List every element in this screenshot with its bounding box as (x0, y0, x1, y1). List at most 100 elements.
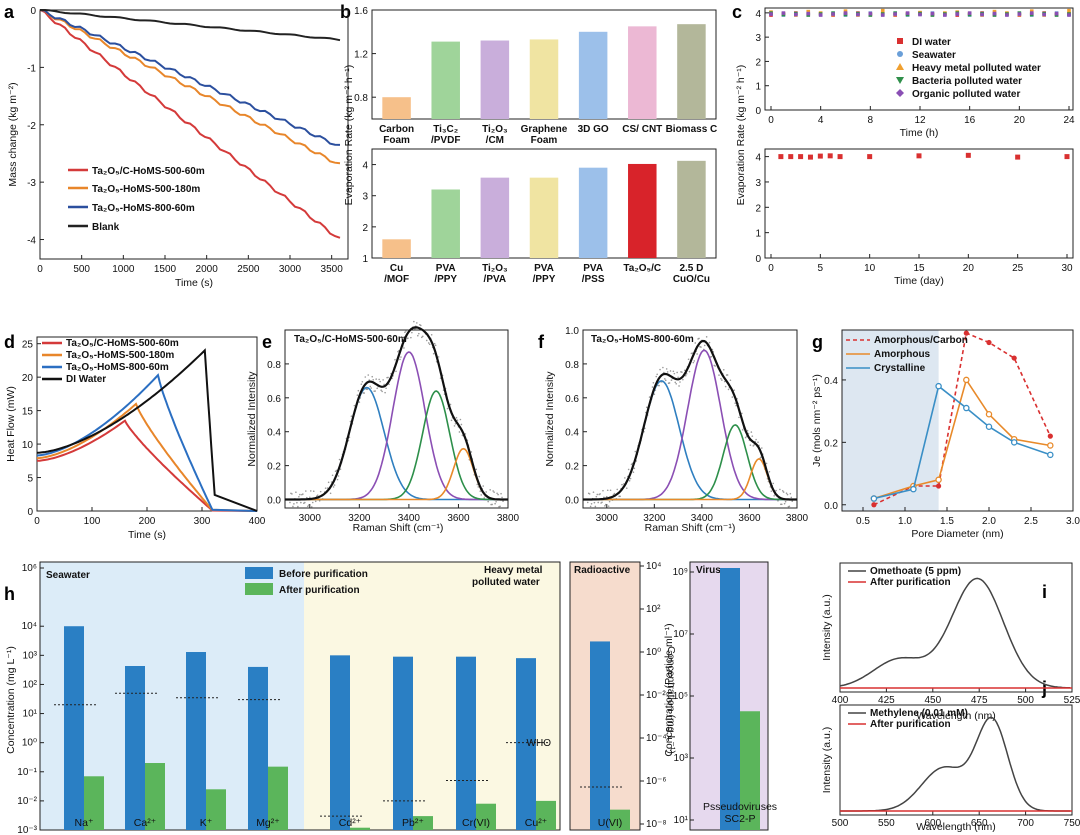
fit-peak-e-0 (285, 386, 508, 501)
group-title-h-0: Seawater (46, 570, 90, 581)
x-axis-label-j: Wavelength (nm) (916, 821, 996, 833)
raw-data-point-f (590, 503, 593, 505)
y-tick-label-c-bottom: 1 (755, 229, 761, 240)
raw-data-point-e (403, 347, 405, 349)
raw-data-point-f (655, 375, 658, 378)
y-tick-label-h-left: 10¹ (23, 709, 38, 720)
category-label-h: Cd²⁺ (339, 817, 362, 829)
raw-data-point-f (588, 493, 591, 495)
x-tick-label-i: 425 (878, 695, 895, 706)
raw-data-point-e (367, 374, 370, 376)
bar-before-h (330, 655, 350, 830)
raw-data-point-f (783, 502, 786, 505)
y-tick-label-c-bottom: 0 (755, 254, 761, 265)
series-point-g (1047, 442, 1054, 449)
raw-data-point-e (470, 451, 473, 453)
raw-data-point-e (306, 505, 309, 508)
scatter-point-c-top (880, 13, 885, 17)
scatter-point-c-bottom (798, 154, 804, 160)
y-axis-label-h-left: Concentration (mg L⁻¹) (5, 646, 17, 754)
raw-data-point-e (319, 490, 322, 493)
x-tick-label-a: 1500 (154, 264, 177, 275)
raw-data-point-f (720, 377, 722, 380)
raw-data-point-e (356, 394, 359, 396)
fit-peak-f-1 (583, 349, 797, 501)
raw-data-point-e (395, 370, 397, 373)
legend-label-c-2: Heavy metal polluted water (912, 63, 1041, 74)
y-tick-label-c-top: 1 (755, 82, 761, 93)
raw-data-point-e (450, 419, 453, 422)
category-label-b_top-6: Biomass C (666, 124, 718, 135)
y-tick-label-h-left: 10³ (23, 650, 38, 661)
scatter-point-c-top (955, 12, 960, 16)
category-label-b_top-2: /CM (486, 135, 504, 146)
y-tick-label-c-bottom: 3 (755, 178, 761, 189)
raw-data-point-e (332, 486, 335, 488)
series-point-g (936, 483, 942, 489)
category-label-b_bottom-0: /MOF (384, 274, 409, 285)
raw-data-point-f (741, 429, 744, 431)
legend-label-g-1: Amorphous (874, 349, 931, 360)
y-tick-label-b_top: 1.2 (354, 50, 368, 61)
series-point-g (871, 502, 877, 508)
x-tick-label-c-bottom: 25 (1012, 263, 1024, 274)
raw-data-point-e (299, 493, 301, 496)
raw-data-point-f (665, 368, 668, 370)
category-label-h: Cu²⁺ (525, 817, 548, 829)
bar-b_bottom-6 (677, 160, 706, 258)
raw-data-point-e (307, 504, 310, 506)
raw-data-point-f (656, 373, 658, 376)
category-label-b_bottom-1: PVA (436, 263, 456, 274)
scatter-point-c-bottom (817, 153, 823, 159)
axes-frame-c-top (764, 7, 1074, 111)
panel-letter-c: c (732, 2, 742, 22)
category-label-b_bottom-6: CuO/Cu (673, 274, 710, 285)
y-axis-label-h-right: Concentration (mg L⁻¹) (665, 646, 677, 754)
raw-data-point-e (456, 419, 459, 422)
x-tick-label-c-top: 0 (768, 115, 774, 126)
raw-data-point-e (487, 500, 489, 503)
raw-data-point-f (761, 447, 763, 449)
raw-data-point-e (297, 505, 299, 508)
raw-data-point-e (357, 389, 360, 392)
x-tick-label-d: 100 (84, 516, 101, 527)
raw-data-point-e (361, 380, 364, 383)
x-tick-label-d: 200 (139, 516, 156, 527)
raw-data-point-e (292, 505, 294, 508)
y-tick-label-h-right: 10⁻⁶ (646, 776, 667, 787)
series-line-d-1 (36, 402, 258, 512)
raw-data-point-e (293, 503, 295, 505)
y-tick-label-b_bottom: 4 (362, 161, 368, 172)
raw-data-point-e (289, 501, 291, 504)
x-tick-label-c-top: 8 (868, 115, 874, 126)
y-axis-label-i: Intensity (a.u.) (821, 594, 833, 661)
y-tick-label-e: 0.6 (267, 394, 281, 405)
raw-data-point-e (430, 333, 433, 336)
fit-peak-e-3 (285, 447, 508, 501)
raw-data-point-f (592, 491, 595, 493)
legend-label-after: After purification (279, 585, 360, 596)
category-label-h: Mg²⁺ (256, 817, 280, 829)
y-tick-label-h-virus: 10⁵ (673, 691, 688, 702)
raw-data-point-e (382, 379, 384, 381)
category-label-b_top-4: 3D GO (578, 124, 609, 135)
y-tick-label-g: 0.0 (824, 501, 838, 512)
series-point-g (1010, 439, 1018, 446)
category-label-h: U(VI) (598, 817, 623, 829)
scatter-point-c-top (1029, 11, 1034, 15)
scatter-point-c-top (856, 12, 860, 17)
raw-data-point-f (630, 463, 633, 466)
scatter-point-c-bottom (837, 154, 843, 160)
raw-data-point-f (700, 346, 702, 348)
raw-data-point-e (331, 474, 334, 477)
raw-data-point-f (609, 489, 612, 492)
raw-data-point-e (300, 501, 302, 504)
y-tick-label-b_bottom: 2 (362, 223, 368, 234)
raw-data-point-f (751, 435, 754, 437)
raw-data-point-f (705, 336, 708, 338)
raw-data-point-f (607, 505, 610, 507)
y-tick-label-f: 0.6 (565, 394, 579, 405)
category-label-b_top-0: Foam (383, 135, 410, 146)
x-tick-label-e: 3000 (299, 513, 322, 524)
raw-data-point-f (594, 505, 597, 508)
